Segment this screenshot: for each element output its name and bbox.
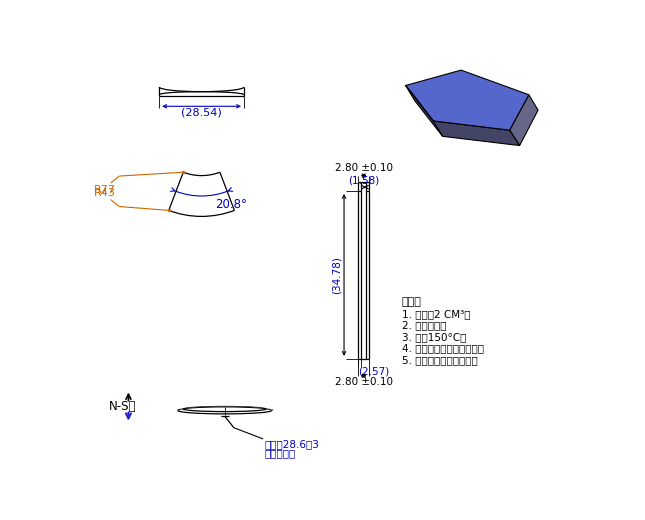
Text: (28.54): (28.54) xyxy=(181,107,222,117)
Text: 20.8°: 20.8° xyxy=(215,198,247,211)
Text: N-S极: N-S极 xyxy=(109,400,137,413)
Text: 3. 耐温150°C；: 3. 耐温150°C； xyxy=(402,332,466,342)
Text: 2.80 ±0.10: 2.80 ±0.10 xyxy=(335,378,393,387)
Text: 5. 未注图角为工艺图角；: 5. 未注图角为工艺图角； xyxy=(402,355,477,365)
Text: （线切割）: （线切割） xyxy=(264,448,296,458)
Text: (1.58): (1.58) xyxy=(348,176,379,186)
Polygon shape xyxy=(510,95,538,146)
Polygon shape xyxy=(433,121,520,146)
Text: 1. 体积：2 CM³；: 1. 体积：2 CM³； xyxy=(402,309,470,319)
Text: (34.78): (34.78) xyxy=(332,256,342,294)
Text: R77: R77 xyxy=(94,185,116,195)
Text: 4. 上表面弧形为半橢圆形；: 4. 上表面弧形为半橢圆形； xyxy=(402,343,484,354)
Polygon shape xyxy=(406,70,529,130)
Text: R43: R43 xyxy=(94,188,115,198)
Text: 橢圆：28.6：3: 橢圆：28.6：3 xyxy=(264,439,320,449)
Text: 2.80 ±0.10: 2.80 ±0.10 xyxy=(335,163,393,173)
Polygon shape xyxy=(406,85,442,136)
Text: (2.57): (2.57) xyxy=(358,367,389,376)
Text: 备注：: 备注： xyxy=(402,297,422,307)
Text: 2. 表面镙镑；: 2. 表面镙镑； xyxy=(402,320,446,330)
